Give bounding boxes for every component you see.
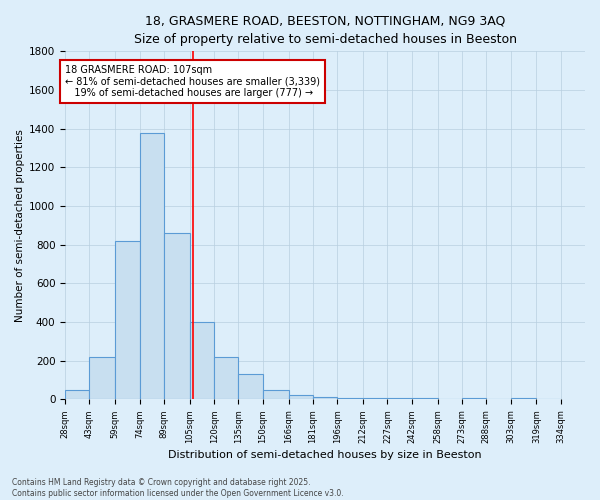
Bar [388,398,412,400]
Bar [363,398,388,400]
Bar [89,357,115,400]
Bar [164,233,190,400]
Bar [462,398,486,400]
Bar [511,398,536,400]
Text: Contains HM Land Registry data © Crown copyright and database right 2025.
Contai: Contains HM Land Registry data © Crown c… [12,478,344,498]
Bar [313,396,337,400]
Bar [115,241,140,400]
Title: 18, GRASMERE ROAD, BEESTON, NOTTINGHAM, NG9 3AQ
Size of property relative to sem: 18, GRASMERE ROAD, BEESTON, NOTTINGHAM, … [134,15,517,46]
X-axis label: Distribution of semi-detached houses by size in Beeston: Distribution of semi-detached houses by … [168,450,482,460]
Bar [412,398,437,400]
Bar [238,374,263,400]
Bar [263,390,289,400]
Bar [190,322,214,400]
Bar [65,390,89,400]
Bar [214,357,238,400]
Bar [289,394,313,400]
Bar [337,398,363,400]
Text: 18 GRASMERE ROAD: 107sqm
← 81% of semi-detached houses are smaller (3,339)
   19: 18 GRASMERE ROAD: 107sqm ← 81% of semi-d… [65,65,320,98]
Bar [140,132,164,400]
Y-axis label: Number of semi-detached properties: Number of semi-detached properties [15,129,25,322]
